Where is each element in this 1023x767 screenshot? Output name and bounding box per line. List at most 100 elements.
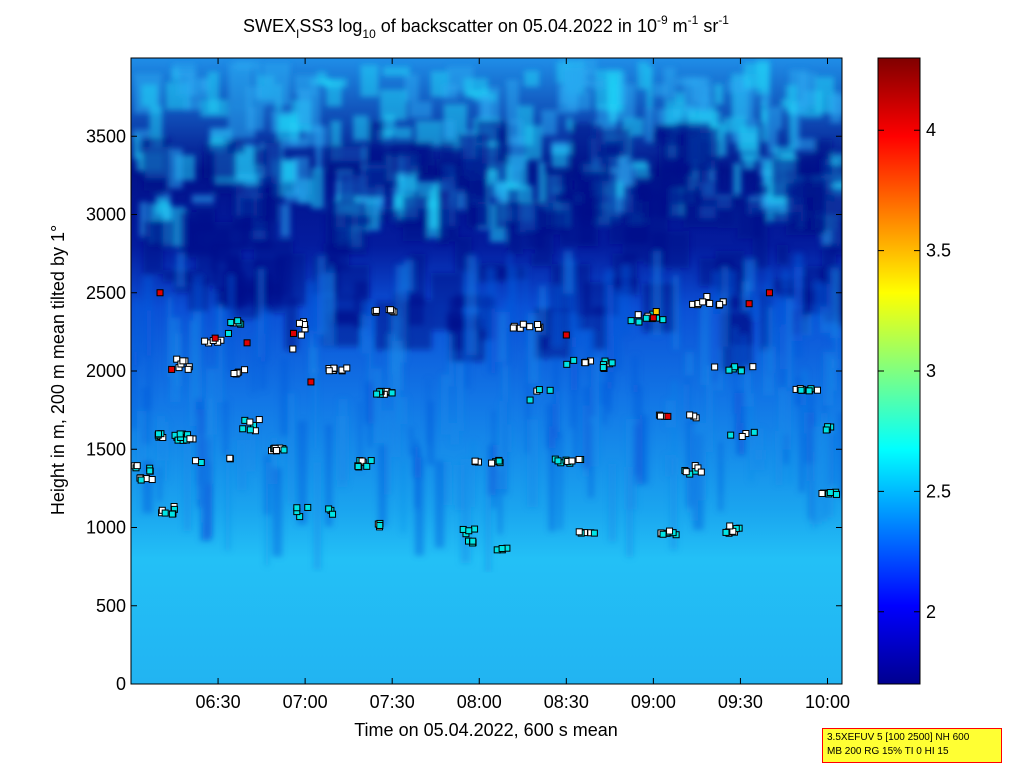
cloud-base-marker: [627, 317, 635, 325]
cloud-base-marker: [642, 314, 650, 322]
heatmap-cell: [460, 459, 471, 564]
heatmap-cell: [504, 300, 510, 329]
heatmap-cell: [131, 351, 138, 430]
heatmap-cell: [548, 426, 556, 532]
heatmap-cell: [249, 418, 256, 472]
heatmap-cell: [505, 79, 519, 124]
heatmap-cell: [721, 266, 729, 347]
heatmap-cell: [455, 465, 466, 510]
cloud-base-marker: [575, 528, 583, 536]
y-tick-label: 3500: [86, 126, 126, 146]
heatmap-cell: [699, 196, 739, 207]
cloud-base-marker: [699, 298, 707, 306]
heatmap-cell: [545, 403, 557, 449]
heatmap-cell: [316, 71, 327, 85]
heatmap-cell: [448, 334, 453, 387]
y-tick-label: 1000: [86, 518, 126, 538]
heatmap-cell: [339, 172, 356, 204]
cloud-base-marker: [290, 329, 298, 337]
y-axis: 0 500 1000 1500 2000 2500 3000 3500: [86, 126, 842, 694]
title-rest: of backscatter on 05.04.2022 in 10: [376, 16, 657, 36]
cloud-base-marker: [234, 317, 242, 325]
heatmap-cell: [663, 67, 676, 99]
cloud-base-marker: [495, 457, 503, 465]
heatmap-cell: [761, 88, 771, 106]
x-tick-label: 10:00: [805, 692, 850, 712]
heatmap-cell: [315, 124, 323, 171]
cloud-base-marker: [534, 320, 542, 328]
heatmap-cell: [329, 201, 367, 255]
heatmap-cell: [626, 466, 634, 558]
heatmap-cell: [700, 301, 711, 386]
heatmap-cell: [507, 305, 512, 366]
cloud-base-marker: [387, 306, 395, 314]
heatmap-cell: [313, 462, 322, 570]
heatmap-cell: [280, 358, 289, 436]
heatmap-cell: [380, 89, 407, 121]
heatmap-cell: [551, 147, 569, 168]
cloud-base-marker: [179, 357, 187, 365]
heatmap-cell: [782, 269, 790, 333]
cloud-base-marker: [554, 457, 562, 465]
y-axis-label: Height in m, 200 m mean tilted by 1°: [48, 225, 68, 515]
cloud-base-marker: [526, 323, 534, 331]
cloud-base-marker: [737, 367, 745, 375]
heatmap-cell: [383, 66, 410, 77]
cloud-base-marker: [243, 339, 251, 347]
heatmap-cell: [404, 74, 419, 102]
heatmap-cell: [674, 91, 685, 104]
cloud-base-marker: [599, 364, 607, 372]
heatmap-cell: [566, 117, 573, 131]
heatmap-cell: [706, 365, 713, 452]
heatmap-cell: [748, 295, 759, 319]
heatmap-cell: [645, 107, 654, 143]
heatmap-cell: [284, 297, 298, 351]
heatmap-cell: [294, 74, 318, 94]
heatmap-cell: [409, 101, 432, 118]
heatmap-cell: [400, 156, 411, 191]
x-tick-label: 09:30: [718, 692, 763, 712]
heatmap-cell: [464, 307, 471, 389]
heatmap-cell: [205, 398, 214, 484]
heatmap-cell: [325, 424, 333, 527]
heatmap-cell: [725, 270, 737, 295]
heatmap-cell: [228, 62, 252, 108]
heatmap-cell: [141, 84, 158, 107]
heatmap-cell: [184, 99, 202, 111]
heatmap-cell: [183, 439, 192, 532]
heatmap-cell: [744, 364, 751, 407]
heatmap-cell: [495, 202, 521, 229]
heatmap-cell: [749, 393, 754, 482]
cloud-base-marker: [176, 430, 184, 438]
colorbar-gradient: [877, 57, 921, 685]
heatmap-cell: [133, 299, 141, 366]
cloud-base-marker: [297, 331, 305, 339]
heatmap-cell: [761, 109, 768, 143]
heatmap-cell: [442, 84, 458, 99]
cloud-base-marker: [822, 426, 830, 434]
heatmap-cell: [439, 142, 455, 159]
cloud-base-marker: [697, 468, 705, 476]
heatmap-cell: [793, 107, 800, 150]
heatmap-cell: [209, 128, 229, 138]
cloud-base-marker: [289, 345, 297, 353]
heatmap-cell: [743, 63, 771, 89]
heatmap-cell: [599, 381, 610, 405]
heatmap-cell: [805, 217, 826, 234]
heatmap-cell: [588, 330, 596, 417]
heatmap-cell: [191, 194, 215, 204]
cloud-base-marker: [211, 334, 219, 342]
heatmap-cell: [574, 317, 583, 348]
heatmap-cell: [435, 460, 445, 548]
heatmap-cell: [407, 293, 425, 326]
heatmap-cell: [396, 397, 408, 424]
heatmap-cell: [763, 283, 767, 370]
heatmap-cell: [378, 209, 399, 221]
heatmap-cell: [457, 363, 464, 431]
cloud-base-marker: [137, 476, 145, 484]
heatmap-cell: [607, 284, 614, 373]
settings-info-box: 3.5XEFUV 5 [100 2500] NH 600 MB 200 RG 1…: [822, 728, 1002, 763]
heatmap-cell: [803, 369, 807, 434]
x-tick-label: 07:00: [283, 692, 328, 712]
info-line: MB 200 RG 15% TI 0 HI 15: [827, 746, 949, 757]
